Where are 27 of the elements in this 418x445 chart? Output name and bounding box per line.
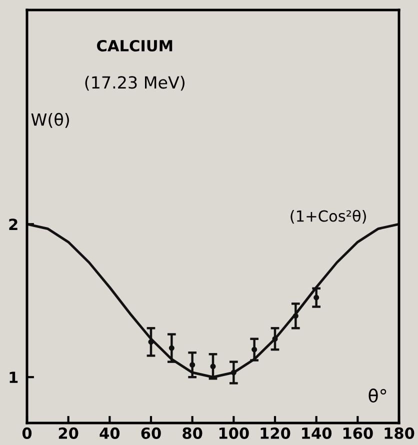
x-tick-label: 100 xyxy=(219,427,249,439)
y-tick-label: 1 xyxy=(10,372,18,383)
y-axis-title: W(θ) xyxy=(31,112,69,128)
x-tick-label: 60 xyxy=(141,427,161,439)
point xyxy=(272,336,278,342)
point xyxy=(168,345,174,351)
x-tick-label: 20 xyxy=(58,427,78,439)
x-tick-label: 120 xyxy=(260,427,290,439)
point xyxy=(190,362,196,368)
line-series xyxy=(27,222,399,378)
x-axis-title: θ° xyxy=(368,388,386,403)
annotation: (1+Cos²θ) xyxy=(290,210,366,224)
point xyxy=(230,370,236,376)
text: (17.23 MeV) xyxy=(85,76,184,91)
point xyxy=(210,364,216,370)
x-tick-label: 80 xyxy=(182,427,202,439)
point xyxy=(148,339,154,345)
x-tick-label: 140 xyxy=(302,427,332,439)
x-tick-label: 160 xyxy=(343,427,373,439)
point xyxy=(314,294,320,300)
x-tick-label: 0 xyxy=(22,427,32,439)
x-tick-label: 180 xyxy=(384,427,414,439)
text: CALCIUM xyxy=(97,40,172,52)
y-tick-label: 2 xyxy=(9,218,18,230)
point xyxy=(252,346,258,352)
point xyxy=(292,313,298,319)
x-tick-label: 40 xyxy=(100,427,120,439)
